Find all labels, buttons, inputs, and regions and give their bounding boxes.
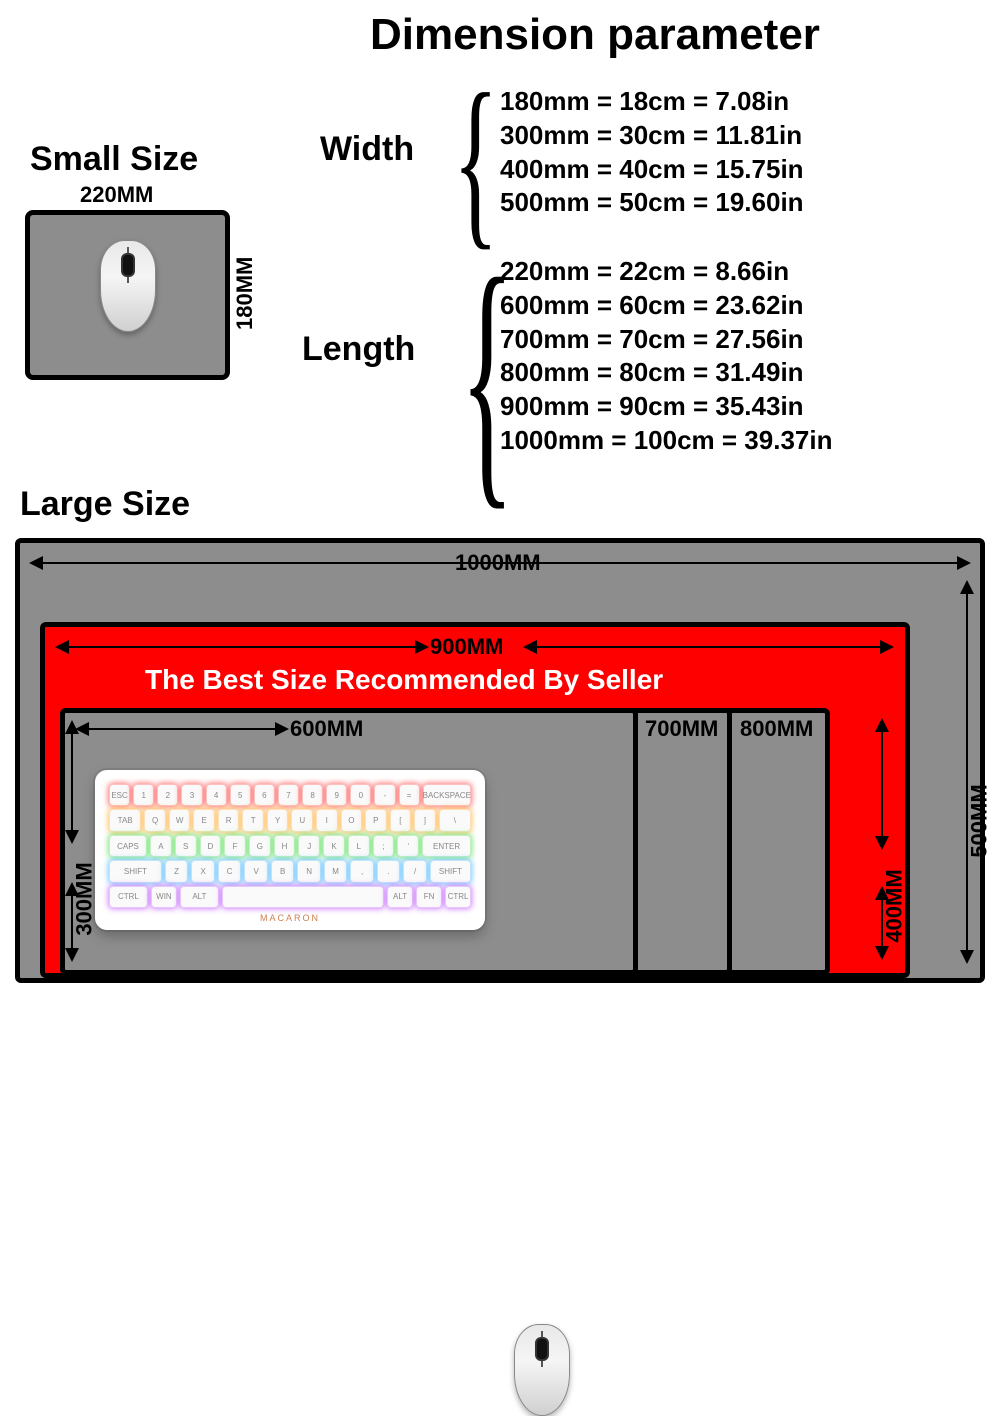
key: CAPS [109,835,147,857]
key: , [350,860,374,882]
arrow-icon [966,582,968,962]
dim-800-label: 800MM [740,716,813,742]
key: [ [390,809,412,831]
arrow-icon [881,720,883,848]
key: ENTER [422,835,471,857]
large-size-diagram: 1000MM 900MM The Best Size Recommended B… [15,538,985,983]
key: Q [144,809,166,831]
key: L [348,835,370,857]
key: / [403,860,427,882]
conversion-row: 500mm = 50cm = 19.60in [500,186,804,220]
key: 4 [206,784,227,806]
key: P [365,809,387,831]
conversion-row: 1000mm = 100cm = 39.37in [500,424,832,458]
key: BACKSPACE [423,784,471,806]
length-conversions: 220mm = 22cm = 8.66in 600mm = 60cm = 23.… [500,255,832,458]
key: W [169,809,191,831]
arrow-icon [57,646,427,648]
key: K [323,835,345,857]
key: ESC [109,784,130,806]
mouse-icon [100,240,156,332]
key: = [399,784,420,806]
key: 9 [326,784,347,806]
large-size-heading: Large Size [20,485,190,524]
dim-300-label: 300MM [72,862,98,935]
mouse-icon [514,1324,570,1416]
key: H [274,835,296,857]
conversion-row: 220mm = 22cm = 8.66in [500,255,832,289]
conversion-row: 180mm = 18cm = 7.08in [500,85,804,119]
recommended-text: The Best Size Recommended By Seller [145,664,663,696]
key: 1 [133,784,154,806]
key-spacebar [222,886,384,908]
key: F [224,835,246,857]
key: . [377,860,401,882]
key: D [200,835,222,857]
key: 5 [230,784,251,806]
key: Y [267,809,289,831]
conversion-row: 800mm = 80cm = 31.49in [500,356,832,390]
key: \ [439,809,471,831]
conversion-row: 600mm = 60cm = 23.62in [500,289,832,323]
small-width-label: 220MM [80,182,153,208]
key: ALT [180,886,219,908]
dim-400-label: 400MM [882,869,908,942]
dim-500-label: 500MM [967,784,993,857]
key: ALT [387,886,413,908]
dim-700-label: 700MM [645,716,718,742]
key: CTRL [109,886,148,908]
key: WIN [151,886,177,908]
key: A [150,835,172,857]
key: TAB [109,809,141,831]
key: Z [165,860,189,882]
key: 0 [350,784,371,806]
arrow-icon [71,722,73,842]
key: ; [373,835,395,857]
length-param-label: Length [302,330,415,369]
key: E [193,809,215,831]
width-conversions: 180mm = 18cm = 7.08in 300mm = 30cm = 11.… [500,85,804,220]
key: B [271,860,295,882]
dim-1000-label: 1000MM [455,550,541,576]
key: X [191,860,215,882]
conversion-row: 900mm = 90cm = 35.43in [500,390,832,424]
key: 6 [254,784,275,806]
key: 2 [157,784,178,806]
key: 7 [278,784,299,806]
key: R [218,809,240,831]
small-height-label: 180MM [232,257,258,330]
key: - [374,784,395,806]
key: ' [397,835,419,857]
key: 3 [181,784,202,806]
key: SHIFT [430,860,471,882]
key: J [298,835,320,857]
key: FN [416,886,442,908]
key: C [218,860,242,882]
key: U [291,809,313,831]
key: SHIFT [109,860,162,882]
arrow-icon [77,728,287,730]
key: ] [414,809,436,831]
dim-900-label: 900MM [430,634,503,660]
key: V [244,860,268,882]
arrow-icon [525,646,892,648]
width-param-label: Width [320,130,414,169]
key: T [242,809,264,831]
keyboard-icon: ESC 1 2 3 4 5 6 7 8 9 0 - = BACKSPACE TA… [95,770,485,930]
small-size-heading: Small Size [30,140,198,179]
key: CTRL [445,886,471,908]
conversion-row: 300mm = 30cm = 11.81in [500,119,804,153]
key: G [249,835,271,857]
key: S [175,835,197,857]
key: N [297,860,321,882]
key: O [341,809,363,831]
page-title: Dimension parameter [370,10,820,60]
keyboard-brand: MACARON [260,913,320,923]
key: I [316,809,338,831]
dim-600-label: 600MM [290,716,363,742]
key: 8 [302,784,323,806]
conversion-row: 700mm = 70cm = 27.56in [500,323,832,357]
conversion-row: 400mm = 40cm = 15.75in [500,153,804,187]
key: M [324,860,348,882]
